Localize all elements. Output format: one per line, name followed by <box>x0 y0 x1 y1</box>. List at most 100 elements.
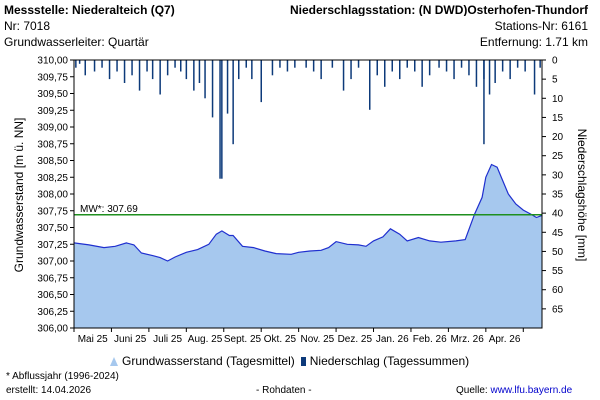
groundwater-line <box>73 163 543 262</box>
y-tick-label: 307,75 <box>37 206 68 217</box>
precip-bar-spike <box>483 60 485 145</box>
y2-tick-label: 55 <box>552 266 564 277</box>
precip-bar <box>357 60 360 68</box>
precip-bar <box>320 60 322 80</box>
precip-bar <box>445 60 448 72</box>
precip-bar <box>406 60 408 68</box>
y-tick-label: 308,50 <box>37 156 68 167</box>
precip-bar <box>108 60 111 80</box>
precip-bar-spike <box>221 60 223 179</box>
y-tick-label: 310,00 <box>37 56 68 67</box>
precip-bar <box>533 60 536 95</box>
y2-tick-label: 30 <box>552 170 564 181</box>
precip-bar <box>475 60 478 87</box>
mw-label: MW*: 307.69 <box>80 204 138 215</box>
precip-bar <box>193 60 195 91</box>
precip-bar <box>131 60 133 76</box>
precip-bar <box>116 60 118 72</box>
precip-bar <box>138 60 141 91</box>
y-tick-label: 306,00 <box>37 324 68 335</box>
x-tick-label: Juli 25 <box>153 334 182 345</box>
precip-bar <box>488 60 491 95</box>
y-tick-label: 307,00 <box>37 257 68 268</box>
precip-bar <box>421 60 423 87</box>
y-tick-label: 308,75 <box>37 139 68 150</box>
y-tick-label: 308,25 <box>37 173 68 184</box>
precip-bar <box>399 60 401 80</box>
precip-bar <box>376 60 378 76</box>
precip-bar <box>350 60 352 80</box>
y-tick-label: 309,75 <box>37 72 68 83</box>
precip-bar <box>384 60 386 87</box>
precip-station-title: Niederschlagsstation: (N DWD)Osterhofen-… <box>290 4 589 16</box>
precip-bar <box>226 60 229 114</box>
source-link[interactable]: www.lfu.bayern.de <box>490 385 573 396</box>
raw-data-label: - Rohdaten - <box>256 385 312 396</box>
x-tick-label: Sept. 25 <box>224 334 262 345</box>
y-tick-label: 309,50 <box>37 89 68 100</box>
x-tick-label: Mrz. 26 <box>450 334 484 345</box>
precip-bar <box>279 60 281 68</box>
precip-bar <box>166 60 169 76</box>
precip-station-number: Stations-Nr: 6161 <box>494 19 588 33</box>
precip-bar <box>151 60 154 80</box>
precip-bar <box>468 60 470 76</box>
precip-bar <box>198 60 201 83</box>
precip-bar <box>185 60 188 80</box>
y-tick-label: 309,25 <box>37 106 68 117</box>
precip-bar <box>146 60 148 72</box>
x-tick-label: Dez. 25 <box>338 334 373 345</box>
y-tick-label: 306,75 <box>37 273 68 284</box>
groundwater-area <box>74 164 542 328</box>
y-tick-label: 306,50 <box>37 290 68 301</box>
y2-tick-label: 60 <box>552 285 564 296</box>
precip-bar <box>174 60 176 68</box>
x-tick-label: Apr. 26 <box>489 334 521 345</box>
precip-bar <box>453 60 455 80</box>
precip-bar <box>75 60 77 68</box>
precip-bar <box>509 60 511 80</box>
y2-tick-label: 5 <box>552 75 558 86</box>
precip-bar <box>305 60 307 68</box>
precip-bar <box>294 60 296 68</box>
precip-bar <box>84 60 86 76</box>
y2-tick-label: 20 <box>552 132 564 143</box>
precip-bar <box>501 60 504 72</box>
footnote: * Abflussjahr (1996-2024) <box>6 371 119 382</box>
y-axis-label: Grundwasserstand [m ü. NN] <box>12 118 26 273</box>
precip-bar <box>391 60 393 72</box>
area-swatch-icon <box>110 356 118 366</box>
precip-bar <box>159 60 161 95</box>
precip-bar <box>539 60 541 68</box>
precip-bar <box>211 60 214 118</box>
precip-bar <box>271 60 274 76</box>
y-tick-label: 307,50 <box>37 223 68 234</box>
precip-bar <box>516 60 519 68</box>
created-date: erstellt: 14.04.2026 <box>6 385 92 396</box>
y-tick-label: 308,00 <box>37 190 68 201</box>
station-number: Nr: 7018 <box>4 19 51 33</box>
precip-bar <box>260 60 262 103</box>
y2-tick-label: 0 <box>552 56 558 67</box>
precip-bar <box>438 60 440 68</box>
precip-bar <box>414 60 416 72</box>
precip-bar <box>204 60 206 99</box>
precip-bar <box>78 60 81 64</box>
y2-tick-label: 45 <box>552 228 564 239</box>
y-tick-label: 306,25 <box>37 307 68 318</box>
y-tick-label: 307,25 <box>37 240 68 251</box>
precip-bar <box>331 60 334 68</box>
y2-tick-label: 40 <box>552 209 564 220</box>
distance-label: Entfernung: 1.71 km <box>479 35 588 49</box>
precip-bar <box>286 60 289 72</box>
precip-bar <box>342 60 345 91</box>
legend-precip-label: Niederschlag (Tagessummen) <box>309 354 470 368</box>
precip-bar-spike <box>232 60 234 145</box>
bar-swatch-icon <box>300 356 306 366</box>
x-tick-label: Aug. 25 <box>188 334 223 345</box>
source-label: Quelle: <box>456 385 488 396</box>
precip-bar <box>93 60 96 72</box>
y2-tick-label: 15 <box>552 113 564 124</box>
precip-bar <box>428 60 431 76</box>
y2-tick-label: 50 <box>552 247 564 258</box>
